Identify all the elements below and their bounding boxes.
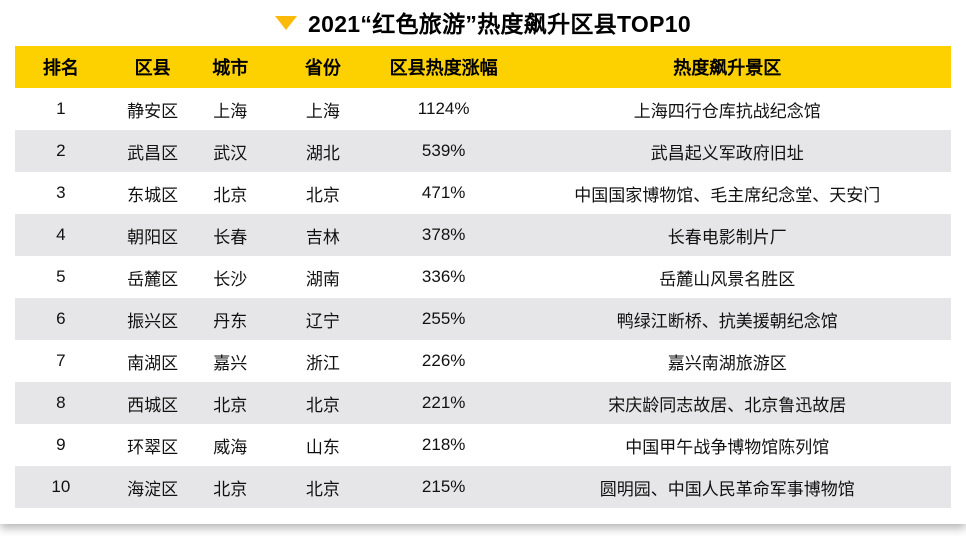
cell-province: 北京 bbox=[262, 466, 384, 508]
cell-district: 武昌区 bbox=[106, 130, 199, 172]
cell-rank: 1 bbox=[56, 99, 66, 118]
cell-growth: 539% bbox=[383, 130, 504, 172]
cell-province: 湖北 bbox=[262, 130, 384, 172]
cell-province: 辽宁 bbox=[262, 298, 384, 340]
cell-growth: 336% bbox=[421, 267, 466, 286]
cell-rank: 10 bbox=[15, 466, 107, 508]
cell-city: 上海 bbox=[213, 101, 248, 121]
cell-rank: 9 bbox=[56, 435, 66, 454]
table-row: 4 朝阳区 长春 吉林 378% 长春电影制片厂 bbox=[15, 214, 951, 256]
cell-province: 上海 bbox=[305, 101, 340, 121]
cell-city: 北京 bbox=[198, 466, 263, 508]
cell-city: 丹东 bbox=[198, 298, 263, 340]
infographic-card: 2021“红色旅游”热度飙升区县TOP10 排名 区县 城市 省份 区县热度涨幅… bbox=[0, 0, 966, 508]
cell-district: 东城区 bbox=[127, 185, 179, 205]
cell-growth: 215% bbox=[383, 466, 504, 508]
cell-rank: 3 bbox=[56, 183, 66, 202]
header-city: 城市 bbox=[198, 46, 263, 88]
cell-growth: 255% bbox=[383, 298, 504, 340]
cell-spots: 圆明园、中国人民革命军事博物馆 bbox=[503, 466, 951, 508]
cell-spots: 嘉兴南湖旅游区 bbox=[667, 353, 787, 373]
cell-city: 北京 bbox=[213, 185, 248, 205]
ranking-table: 排名 区县 城市 省份 区县热度涨幅 热度飙升景区 1 静安区 上海 上海 11… bbox=[15, 46, 951, 508]
cell-district: 静安区 bbox=[127, 101, 179, 121]
cell-district: 海淀区 bbox=[106, 466, 199, 508]
table-row: 6 振兴区 丹东 辽宁 255% 鸭绿江断桥、抗美援朝纪念馆 bbox=[15, 298, 951, 340]
title-bar: 2021“红色旅游”热度飙升区县TOP10 bbox=[0, 0, 966, 37]
cell-rank: 2 bbox=[15, 130, 107, 172]
cell-province: 湖南 bbox=[305, 269, 340, 289]
cell-spots: 上海四行仓库抗战纪念馆 bbox=[633, 101, 821, 121]
cell-district: 朝阳区 bbox=[106, 214, 199, 256]
cell-rank: 8 bbox=[15, 382, 107, 424]
cell-city: 武汉 bbox=[198, 130, 263, 172]
cell-province: 吉林 bbox=[262, 214, 384, 256]
cell-growth: 1124% bbox=[417, 99, 470, 118]
cell-rank: 5 bbox=[56, 267, 66, 286]
cell-city: 北京 bbox=[198, 382, 263, 424]
table-row: 2 武昌区 武汉 湖北 539% 武昌起义军政府旧址 bbox=[15, 130, 951, 172]
cell-growth: 471% bbox=[421, 183, 466, 202]
cell-district: 振兴区 bbox=[106, 298, 199, 340]
table-row: 10 海淀区 北京 北京 215% 圆明园、中国人民革命军事博物馆 bbox=[15, 466, 951, 508]
cell-city: 长春 bbox=[198, 214, 263, 256]
cell-city: 嘉兴 bbox=[213, 353, 248, 373]
cell-city: 长沙 bbox=[213, 269, 248, 289]
cell-rank: 7 bbox=[56, 351, 66, 370]
cell-district: 岳麓区 bbox=[127, 269, 179, 289]
cell-growth: 218% bbox=[421, 435, 466, 454]
cell-spots: 中国甲午战争博物馆陈列馆 bbox=[625, 437, 830, 457]
cell-growth: 226% bbox=[421, 351, 466, 370]
page-title: 2021“红色旅游”热度飙升区县TOP10 bbox=[308, 10, 691, 37]
cell-district: 环翠区 bbox=[127, 437, 179, 457]
cell-district: 南湖区 bbox=[127, 353, 179, 373]
cell-growth: 221% bbox=[383, 382, 504, 424]
cell-rank: 4 bbox=[15, 214, 107, 256]
cell-spots: 长春电影制片厂 bbox=[503, 214, 951, 256]
header-spots: 热度飙升景区 bbox=[503, 46, 951, 88]
cell-district: 西城区 bbox=[106, 382, 199, 424]
cell-province: 北京 bbox=[262, 382, 384, 424]
header-district: 区县 bbox=[106, 46, 199, 88]
header-growth: 区县热度涨幅 bbox=[383, 46, 504, 88]
table-row: 7 南湖区 嘉兴 浙江 226% 嘉兴南湖旅游区 bbox=[15, 340, 951, 382]
table-header-row: 排名 区县 城市 省份 区县热度涨幅 热度飙升景区 bbox=[15, 46, 951, 88]
table-row: 9 环翠区 威海 山东 218% 中国甲午战争博物馆陈列馆 bbox=[15, 424, 951, 466]
table-row: 1 静安区 上海 上海 1124% 上海四行仓库抗战纪念馆 bbox=[15, 88, 951, 130]
cell-city: 威海 bbox=[213, 437, 248, 457]
cell-spots: 宋庆龄同志故居、北京鲁迅故居 bbox=[503, 382, 951, 424]
cell-spots: 中国国家博物馆、毛主席纪念堂、天安门 bbox=[574, 185, 881, 205]
triangle-down-icon bbox=[275, 15, 298, 30]
header-province: 省份 bbox=[262, 46, 384, 88]
cell-growth: 378% bbox=[383, 214, 504, 256]
cell-province: 山东 bbox=[305, 437, 340, 457]
cell-spots: 武昌起义军政府旧址 bbox=[503, 130, 951, 172]
cell-rank: 6 bbox=[15, 298, 107, 340]
header-rank: 排名 bbox=[15, 46, 107, 88]
cell-province: 北京 bbox=[305, 185, 340, 205]
cell-spots: 鸭绿江断桥、抗美援朝纪念馆 bbox=[503, 298, 951, 340]
table-row: 8 西城区 北京 北京 221% 宋庆龄同志故居、北京鲁迅故居 bbox=[15, 382, 951, 424]
table-row: 3 东城区 北京 北京 471% 中国国家博物馆、毛主席纪念堂、天安门 bbox=[15, 172, 951, 214]
cell-province: 浙江 bbox=[305, 353, 340, 373]
table-row: 5 岳麓区 长沙 湖南 336% 岳麓山风景名胜区 bbox=[15, 256, 951, 298]
cell-spots: 岳麓山风景名胜区 bbox=[659, 269, 796, 289]
